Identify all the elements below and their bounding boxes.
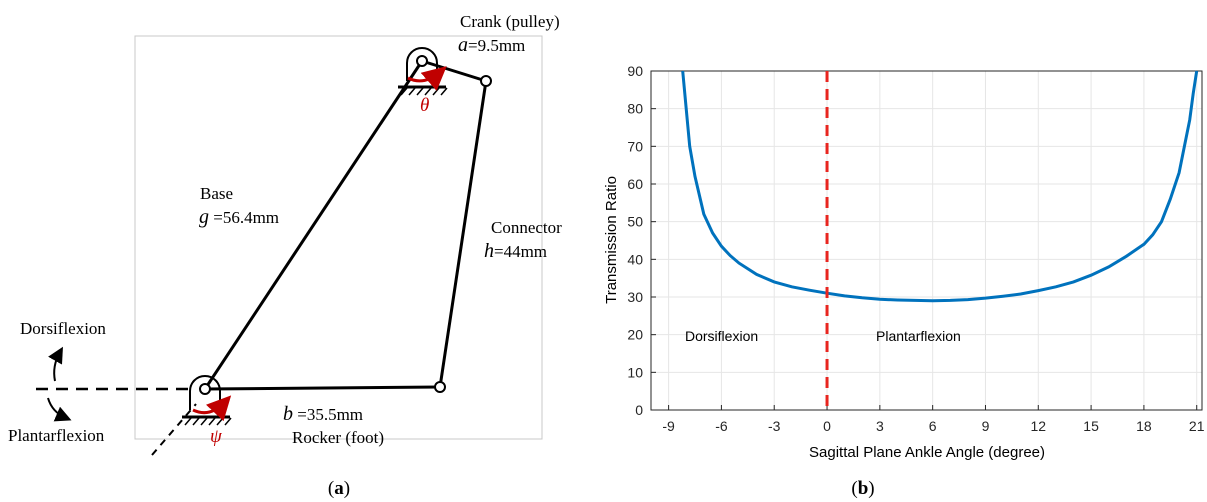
connector-rocker-joint xyxy=(434,381,446,393)
rocker-title: Rocker (foot) xyxy=(292,428,384,447)
plantarflexion-arrow xyxy=(47,397,72,422)
psi-label: ψ xyxy=(210,426,223,447)
x-tick-label: 18 xyxy=(1136,418,1152,434)
caption-a: (a) xyxy=(328,478,350,499)
crank-connector-joint xyxy=(480,75,492,87)
x-tick-label: -6 xyxy=(715,418,728,434)
y-tick-label: 10 xyxy=(627,364,643,380)
x-ticks: -9 -6 -3 0 3 6 9 12 15 18 21 xyxy=(662,405,1205,434)
y-tick-label: 50 xyxy=(627,214,643,230)
rocker-length: b =35.5mm xyxy=(283,403,363,425)
dorsiflexion-label: Dorsiflexion xyxy=(20,319,106,338)
y-tick-label: 80 xyxy=(627,101,643,117)
x-axis-label: Sagittal Plane Ankle Angle (degree) xyxy=(809,444,1045,461)
y-tick-label: 60 xyxy=(627,176,643,192)
plantarflexion-label: Plantarflexion xyxy=(8,426,105,445)
y-axis-label: Transmission Ratio xyxy=(603,176,620,304)
y-tick-label: 70 xyxy=(627,138,643,154)
y-tick-label: 90 xyxy=(627,63,643,79)
y-tick-label: 0 xyxy=(635,402,643,418)
x-tick-label: 0 xyxy=(823,418,831,434)
base-title: Base xyxy=(200,184,233,203)
plot-area-border xyxy=(650,70,1203,411)
caption-b: (b) xyxy=(851,478,874,499)
series-line-transmission-ratio xyxy=(681,70,1199,303)
x-tick-label: 15 xyxy=(1083,418,1099,434)
crank-length: a=9.5mm xyxy=(458,34,525,56)
crank-pivot xyxy=(398,47,448,96)
panel-a-frame xyxy=(134,35,543,440)
x-tick-label: -9 xyxy=(662,418,675,434)
panel-a-linkage: Crank (pulley) a=9.5mm θ Base g =56.4mm … xyxy=(8,12,562,499)
gridlines xyxy=(651,70,1202,411)
connector-link xyxy=(438,80,488,388)
plantarflexion-annotation: Plantarflexion xyxy=(876,328,961,344)
rocker-pivot xyxy=(182,375,232,426)
y-ticks: 0 10 20 30 40 50 60 70 80 90 xyxy=(627,63,656,418)
dorsiflexion-arrow xyxy=(48,346,63,382)
connector-title: Connector xyxy=(491,218,562,237)
panel-b-chart: 0 10 20 30 40 50 60 70 80 90 -9 -6 -3 0 3 6 9 12 15 18 21 D… xyxy=(603,63,1205,499)
y-tick-label: 40 xyxy=(627,251,643,267)
theta-label: θ xyxy=(420,95,429,116)
y-tick-label: 20 xyxy=(627,327,643,343)
x-tick-label: 6 xyxy=(929,418,937,434)
x-tick-label: 9 xyxy=(982,418,990,434)
dorsiflexion-annotation: Dorsiflexion xyxy=(685,328,758,344)
crank-title: Crank (pulley) xyxy=(460,12,560,31)
y-tick-label: 30 xyxy=(627,289,643,305)
connector-length: h=44mm xyxy=(484,240,547,262)
x-tick-label: 12 xyxy=(1030,418,1046,434)
x-tick-label: 21 xyxy=(1189,418,1205,434)
foot-dashed-line xyxy=(151,403,197,456)
crank-link xyxy=(421,59,487,83)
base-link xyxy=(203,60,424,390)
x-tick-label: -3 xyxy=(768,418,781,434)
x-tick-label: 3 xyxy=(876,418,884,434)
theta-arrow xyxy=(407,66,447,91)
psi-arrow xyxy=(192,395,232,422)
rocker-link xyxy=(204,385,441,391)
base-length: g =56.4mm xyxy=(199,206,279,228)
